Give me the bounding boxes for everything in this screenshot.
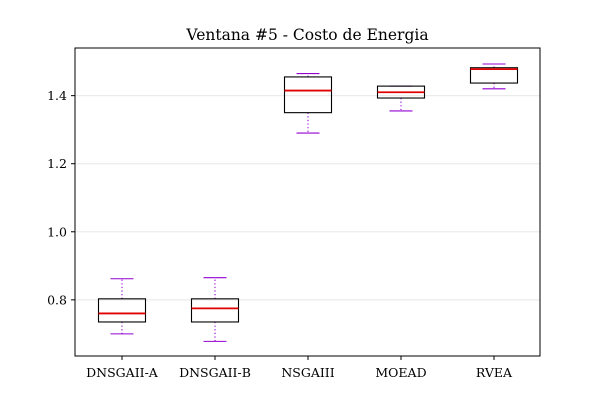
y-tick-label: 1.2 [47, 156, 67, 171]
box-rvea [469, 63, 519, 90]
box-dnsgaii-a [97, 278, 147, 335]
axes: 0.8 1.0 1.2 1.4 DNSGAII-A DNSGAII-B NSGAIII MOE… [47, 88, 513, 380]
iqr-box [283, 76, 333, 114]
box-dnsgaii-b [190, 277, 240, 342]
y-tick-label: 1.4 [47, 88, 67, 103]
x-tick-label: MOEAD [375, 365, 426, 380]
y-tick-label: 0.8 [47, 292, 67, 307]
x-tick-label: RVEA [476, 365, 513, 380]
grid-lines [75, 95, 540, 301]
iqr-box [97, 298, 147, 323]
plot-area-frame [74, 47, 541, 357]
x-tick-label: DNSGAII-A [86, 365, 159, 380]
iqr-box [469, 67, 519, 84]
box-series [97, 63, 519, 342]
x-tick-label: NSGAIII [281, 365, 334, 380]
chart-title: Ventana #5 - Costo de Energia [185, 26, 428, 44]
box-moead [376, 85, 426, 112]
x-tick-label: DNSGAII-B [179, 365, 251, 380]
box-nsgaiii [283, 72, 333, 134]
iqr-box [190, 298, 240, 323]
y-tick-label: 1.0 [47, 224, 67, 239]
